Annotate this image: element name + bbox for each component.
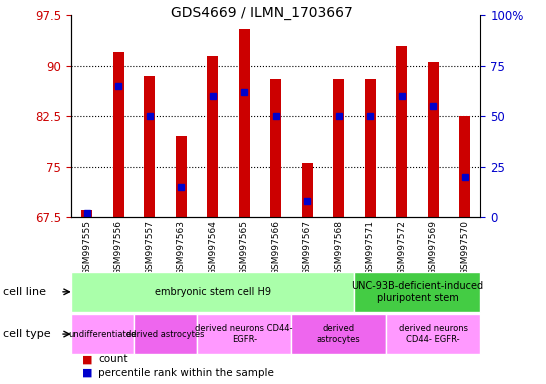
Bar	[134, 314, 197, 354]
Text: GSM997557: GSM997557	[145, 220, 154, 275]
Text: GSM997569: GSM997569	[429, 220, 438, 275]
Text: GSM997566: GSM997566	[271, 220, 280, 275]
Bar	[428, 63, 439, 217]
Text: GSM997568: GSM997568	[334, 220, 343, 275]
Bar	[459, 116, 470, 217]
Text: UNC-93B-deficient-induced
pluripotent stem: UNC-93B-deficient-induced pluripotent st…	[352, 281, 484, 303]
Text: GSM997567: GSM997567	[302, 220, 312, 275]
Text: cell line: cell line	[3, 287, 46, 297]
Bar	[207, 56, 218, 217]
Bar	[333, 79, 344, 217]
Bar	[302, 163, 313, 217]
Text: GDS4669 / ILMN_1703667: GDS4669 / ILMN_1703667	[171, 6, 353, 20]
Bar	[71, 314, 134, 354]
Text: GSM997572: GSM997572	[397, 220, 406, 275]
Text: GSM997556: GSM997556	[114, 220, 123, 275]
Text: derived neurons CD44-
EGFR-: derived neurons CD44- EGFR-	[195, 324, 293, 344]
Text: GSM997563: GSM997563	[177, 220, 186, 275]
Bar	[81, 210, 92, 217]
Text: GSM997571: GSM997571	[366, 220, 375, 275]
Bar	[144, 76, 155, 217]
Bar	[270, 79, 281, 217]
Bar	[386, 314, 480, 354]
Bar	[354, 271, 480, 312]
Bar	[365, 79, 376, 217]
Text: count: count	[98, 354, 128, 364]
Text: cell type: cell type	[3, 329, 50, 339]
Text: GSM997570: GSM997570	[460, 220, 469, 275]
Text: derived astrocytes: derived astrocytes	[126, 329, 205, 339]
Text: GSM997555: GSM997555	[82, 220, 91, 275]
Bar	[176, 136, 187, 217]
Text: ■: ■	[82, 354, 92, 364]
Text: embryonic stem cell H9: embryonic stem cell H9	[155, 287, 271, 297]
Text: GSM997565: GSM997565	[240, 220, 249, 275]
Bar	[197, 314, 292, 354]
Text: derived
astrocytes: derived astrocytes	[317, 324, 360, 344]
Bar	[292, 314, 386, 354]
Text: undifferentiated: undifferentiated	[68, 329, 136, 339]
Text: ■: ■	[82, 367, 92, 378]
Bar	[239, 29, 250, 217]
Bar	[112, 52, 124, 217]
Text: derived neurons
CD44- EGFR-: derived neurons CD44- EGFR-	[399, 324, 468, 344]
Text: GSM997564: GSM997564	[208, 220, 217, 275]
Bar	[71, 271, 354, 312]
Text: percentile rank within the sample: percentile rank within the sample	[98, 367, 274, 378]
Bar	[396, 46, 407, 217]
